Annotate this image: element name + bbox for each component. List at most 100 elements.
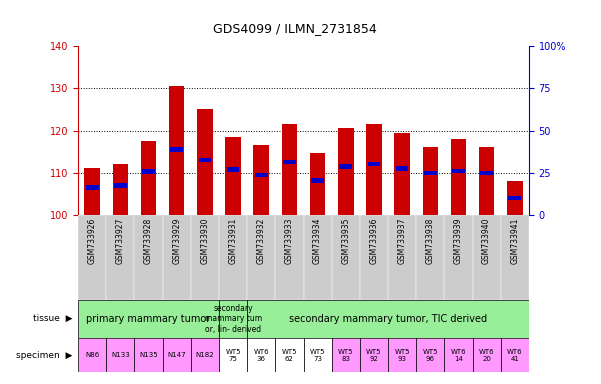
Bar <box>255 173 267 177</box>
Bar <box>135 215 163 300</box>
Bar <box>396 167 409 171</box>
Bar <box>142 169 155 174</box>
Bar <box>394 132 410 215</box>
Text: GSM733941: GSM733941 <box>510 218 519 264</box>
Bar <box>219 338 247 372</box>
Bar <box>416 215 444 300</box>
Text: WT5
92: WT5 92 <box>366 349 382 362</box>
Text: primary mammary tumor: primary mammary tumor <box>87 314 211 324</box>
Bar <box>275 215 304 300</box>
Text: GSM733931: GSM733931 <box>228 218 237 264</box>
Bar <box>227 167 239 172</box>
Bar <box>472 338 501 372</box>
Text: GSM733930: GSM733930 <box>200 218 209 264</box>
Bar <box>360 215 388 300</box>
Bar <box>191 338 219 372</box>
Bar <box>423 147 438 215</box>
Text: N182: N182 <box>195 352 214 358</box>
Bar <box>112 164 128 215</box>
Bar <box>332 338 360 372</box>
Text: N86: N86 <box>85 352 99 358</box>
Bar <box>340 164 352 169</box>
Text: WT5
93: WT5 93 <box>394 349 410 362</box>
Bar <box>106 338 135 372</box>
Bar <box>247 338 275 372</box>
Bar <box>360 338 388 372</box>
Text: secondary
mammary tum
or, lin- derived: secondary mammary tum or, lin- derived <box>204 304 261 334</box>
Bar <box>169 86 185 215</box>
Bar <box>78 300 219 338</box>
Bar <box>225 137 241 215</box>
Bar <box>501 338 529 372</box>
Bar <box>197 109 213 215</box>
Bar <box>304 338 332 372</box>
Bar <box>85 168 100 215</box>
Text: GSM733938: GSM733938 <box>426 218 435 264</box>
Bar <box>219 300 247 338</box>
Text: GSM733932: GSM733932 <box>257 218 266 264</box>
Bar <box>366 124 382 215</box>
Text: WT6
36: WT6 36 <box>254 349 269 362</box>
Bar <box>171 147 183 152</box>
Bar <box>247 215 275 300</box>
Bar <box>472 215 501 300</box>
Bar <box>452 169 465 173</box>
Bar <box>310 152 325 215</box>
Bar <box>78 338 106 372</box>
Text: WT5
83: WT5 83 <box>338 349 353 362</box>
Bar <box>78 215 106 300</box>
Bar <box>219 215 247 300</box>
Bar <box>254 146 269 215</box>
Text: WT6
41: WT6 41 <box>507 349 523 362</box>
Bar <box>479 147 495 215</box>
Bar <box>191 215 219 300</box>
Bar <box>388 338 416 372</box>
Text: N135: N135 <box>139 352 158 358</box>
Bar <box>106 215 135 300</box>
Bar <box>141 141 156 215</box>
Text: GSM733928: GSM733928 <box>144 218 153 264</box>
Text: GSM733926: GSM733926 <box>88 218 97 264</box>
Text: WT5
62: WT5 62 <box>282 349 297 362</box>
Text: specimen  ▶: specimen ▶ <box>16 351 72 360</box>
Bar <box>501 215 529 300</box>
Bar <box>480 171 493 175</box>
Bar <box>368 162 380 167</box>
Text: GSM733929: GSM733929 <box>172 218 182 264</box>
Text: GSM733933: GSM733933 <box>285 218 294 264</box>
Bar <box>283 160 296 164</box>
Bar <box>416 338 444 372</box>
Bar <box>507 181 522 215</box>
Bar <box>304 215 332 300</box>
Bar <box>163 338 191 372</box>
Bar <box>275 338 304 372</box>
Text: WT6
14: WT6 14 <box>451 349 466 362</box>
Bar <box>311 178 324 182</box>
Bar <box>114 184 127 188</box>
Bar <box>135 338 163 372</box>
Text: WT5
73: WT5 73 <box>310 349 325 362</box>
Text: N133: N133 <box>111 352 130 358</box>
Text: GDS4099 / ILMN_2731854: GDS4099 / ILMN_2731854 <box>213 22 377 35</box>
Text: WT5
96: WT5 96 <box>423 349 438 362</box>
Text: GSM733936: GSM733936 <box>370 218 379 264</box>
Text: GSM733939: GSM733939 <box>454 218 463 264</box>
Text: GSM733927: GSM733927 <box>116 218 125 264</box>
Bar <box>332 215 360 300</box>
Bar <box>508 196 521 200</box>
Bar <box>163 215 191 300</box>
Text: secondary mammary tumor, TIC derived: secondary mammary tumor, TIC derived <box>289 314 487 324</box>
Bar <box>86 185 99 190</box>
Bar <box>247 300 529 338</box>
Text: GSM733934: GSM733934 <box>313 218 322 264</box>
Text: tissue  ▶: tissue ▶ <box>32 314 72 323</box>
Bar <box>388 215 416 300</box>
Bar <box>444 215 472 300</box>
Text: GSM733935: GSM733935 <box>341 218 350 264</box>
Bar <box>444 338 472 372</box>
Text: N147: N147 <box>168 352 186 358</box>
Text: GSM733937: GSM733937 <box>398 218 407 264</box>
Bar <box>424 171 436 175</box>
Bar <box>451 139 466 215</box>
Bar <box>282 124 297 215</box>
